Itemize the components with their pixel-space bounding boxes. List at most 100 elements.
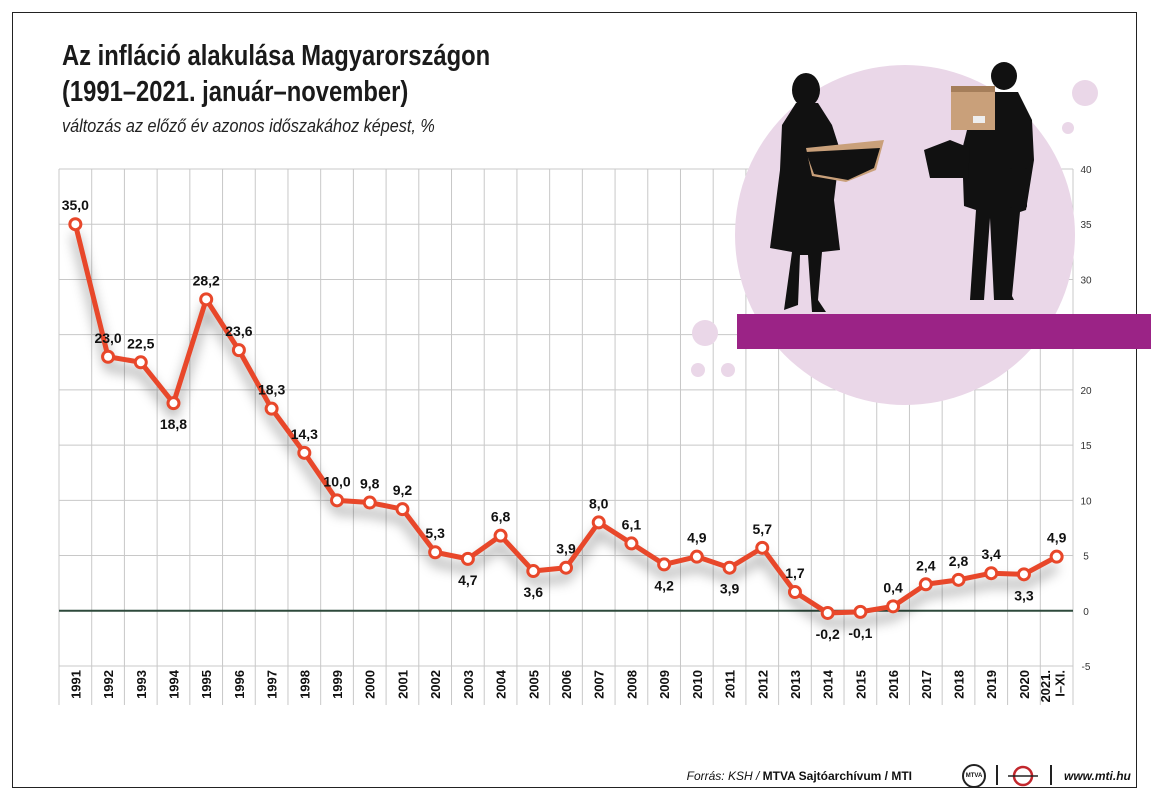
data-point xyxy=(395,502,410,517)
y-tick-label: -5 xyxy=(1082,662,1091,673)
data-point xyxy=(101,349,116,364)
x-tick-label: 2004 xyxy=(494,669,509,699)
x-tick-label: 2020 xyxy=(1017,670,1032,699)
decor-bubble xyxy=(721,363,735,377)
data-point xyxy=(1016,567,1031,582)
y-tick-label: 15 xyxy=(1080,441,1092,452)
data-point xyxy=(559,560,573,575)
x-tick-label: 2011 xyxy=(723,670,738,698)
data-label: 2,4 xyxy=(916,557,936,573)
data-point xyxy=(755,540,770,555)
x-tick-label: 1993 xyxy=(134,670,149,699)
data-point xyxy=(853,604,868,619)
x-tick-label: 2015 xyxy=(853,670,868,699)
x-tick-label: 2006 xyxy=(559,670,574,699)
x-tick-label: 2018 xyxy=(952,670,967,699)
data-point xyxy=(984,566,999,581)
y-tick-label: 0 xyxy=(1083,607,1089,618)
source-lead: Forrás: KSH / xyxy=(686,769,763,783)
data-point xyxy=(657,557,672,572)
x-tick-label: 2002 xyxy=(428,670,443,699)
data-label: 14,3 xyxy=(291,426,318,442)
data-label: 18,3 xyxy=(258,382,285,398)
data-label: 28,2 xyxy=(193,272,220,288)
x-tick-label: 2017 xyxy=(919,670,934,699)
x-tick-label: 2010 xyxy=(690,670,705,699)
data-label: 9,2 xyxy=(393,482,413,498)
y-tick-label: 10 xyxy=(1080,496,1092,507)
chart-subtitle: változás az előző év azonos időszakához … xyxy=(62,116,435,136)
data-point xyxy=(820,605,835,620)
y-tick-label: 40 xyxy=(1080,165,1092,176)
data-label: 5,3 xyxy=(425,525,445,541)
source-credit: Forrás: KSH / MTVA Sajtóarchívum / MTI xyxy=(687,769,912,783)
data-label: 4,9 xyxy=(1047,530,1067,546)
footer: Forrás: KSH / MTVA Sajtóarchívum / MTI M… xyxy=(640,764,1131,790)
data-label: 18,8 xyxy=(160,416,187,432)
page-title: Az infláció alakulása Magyarországon (199… xyxy=(62,38,490,110)
data-point xyxy=(199,292,214,307)
data-point xyxy=(624,536,639,551)
data-label: 4,2 xyxy=(654,577,674,593)
decor-bubble xyxy=(691,363,705,377)
footer-divider xyxy=(996,765,998,785)
data-label: 1,7 xyxy=(785,565,805,581)
data-label: 22,5 xyxy=(127,335,154,351)
data-point xyxy=(526,564,541,579)
data-label: 23,0 xyxy=(94,330,121,346)
decor-banner xyxy=(737,314,1151,349)
title-line-2: (1991–2021. január–november) xyxy=(62,76,409,108)
x-tick-label: 1991 xyxy=(68,670,83,699)
data-label: 4,7 xyxy=(458,572,478,588)
data-label: 10,0 xyxy=(323,473,350,489)
x-tick-label: 2021.I–XI. xyxy=(1038,670,1067,703)
x-tick-label: 1997 xyxy=(265,670,280,699)
data-point xyxy=(68,217,83,232)
data-point xyxy=(297,445,312,460)
x-tick-label: 2000 xyxy=(363,670,378,699)
x-tick-label: 1999 xyxy=(330,670,345,699)
decor-bubble xyxy=(692,320,718,346)
website-link[interactable]: www.mti.hu xyxy=(1064,769,1131,783)
data-point xyxy=(689,549,704,564)
data-point xyxy=(787,585,802,600)
x-tick-label: 2012 xyxy=(755,670,770,699)
chart-frame xyxy=(12,12,1137,788)
x-tick-label: 2005 xyxy=(526,670,541,699)
y-tick-label: 20 xyxy=(1080,386,1092,397)
data-point xyxy=(1049,549,1064,564)
data-point xyxy=(166,396,181,411)
data-label: 9,8 xyxy=(360,476,380,492)
data-label: 0,4 xyxy=(883,579,903,595)
x-tick-label: 1998 xyxy=(297,670,312,699)
data-point xyxy=(264,401,279,416)
footer-divider xyxy=(1050,765,1052,785)
data-point xyxy=(591,515,606,530)
mti-logo-icon xyxy=(1008,765,1038,787)
x-tick-label: 2013 xyxy=(788,670,803,699)
x-tick-label: 1994 xyxy=(166,669,181,699)
data-point xyxy=(362,495,377,510)
data-label: -0,1 xyxy=(848,625,872,641)
data-label: 3,9 xyxy=(720,581,740,597)
y-tick-label: 30 xyxy=(1080,275,1092,286)
x-tick-label: 2003 xyxy=(461,670,476,699)
data-point xyxy=(951,572,966,587)
x-tick-label: 1995 xyxy=(199,670,214,699)
data-point xyxy=(231,343,246,358)
data-label: 2,8 xyxy=(949,553,969,569)
source-main: MTVA Sajtóarchívum / MTI xyxy=(762,769,912,783)
data-label: 5,7 xyxy=(753,521,773,537)
data-point xyxy=(886,599,901,614)
series-line-shadow xyxy=(71,233,1059,627)
data-label: 4,9 xyxy=(687,530,707,546)
data-point xyxy=(493,528,508,543)
data-label: -0,2 xyxy=(816,626,840,642)
data-point xyxy=(460,551,475,566)
data-point xyxy=(428,545,443,560)
decor-bubble xyxy=(1062,122,1074,134)
x-tick-label: 2008 xyxy=(624,670,639,699)
data-label: 3,6 xyxy=(524,584,544,600)
woman-silhouette-icon xyxy=(770,73,884,312)
